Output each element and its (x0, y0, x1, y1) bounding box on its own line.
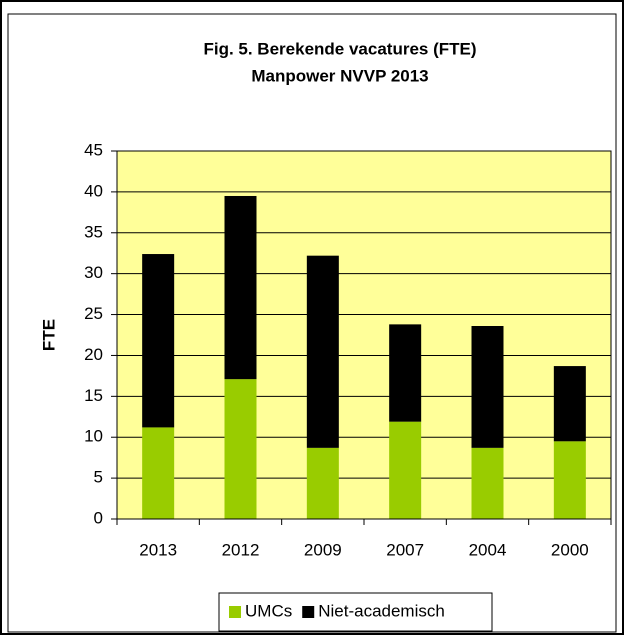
y-tick-label: 45 (84, 140, 103, 159)
bar-segment (142, 427, 175, 519)
x-tick-label: 2012 (222, 540, 260, 559)
chart-title: Fig. 5. Berekende vacatures (FTE) (203, 39, 476, 58)
bar-segment (224, 195, 257, 380)
bar-segment (389, 324, 422, 422)
chart-subtitle: Manpower NVVP 2013 (251, 66, 428, 85)
y-axis-label: FTE (39, 319, 58, 351)
y-tick-label: 30 (84, 263, 103, 282)
x-tick-label: 2004 (469, 540, 507, 559)
y-tick-label: 40 (84, 181, 103, 200)
y-tick-label: 25 (84, 304, 103, 323)
bar-segment (306, 255, 339, 448)
bar-segment (553, 366, 586, 442)
legend-label: UMCs (245, 601, 292, 620)
y-tick-label: 15 (84, 386, 103, 405)
legend-label: Niet-academisch (318, 601, 445, 620)
x-tick-label: 2013 (139, 540, 177, 559)
legend-box (218, 592, 493, 632)
bar-segment (553, 441, 586, 519)
x-tick-label: 2007 (386, 540, 424, 559)
legend-swatch (229, 606, 241, 618)
x-tick-label: 2000 (551, 540, 589, 559)
y-tick-label: 35 (84, 222, 103, 241)
plot-area (117, 151, 611, 519)
plot-border (116, 150, 612, 520)
y-tick-label: 0 (94, 508, 103, 527)
bar-segment (224, 379, 257, 519)
legend-swatch (302, 606, 315, 618)
y-tick-label: 5 (94, 468, 103, 487)
bar-segment (471, 447, 504, 519)
y-tick-label: 20 (84, 345, 103, 364)
x-tick-label: 2009 (304, 540, 342, 559)
bar-segment (142, 254, 175, 428)
bar-segment (471, 326, 504, 448)
chart-frame (7, 13, 617, 633)
bar-segment (389, 421, 422, 519)
bar-segment (306, 447, 339, 519)
y-tick-label: 10 (84, 427, 103, 446)
